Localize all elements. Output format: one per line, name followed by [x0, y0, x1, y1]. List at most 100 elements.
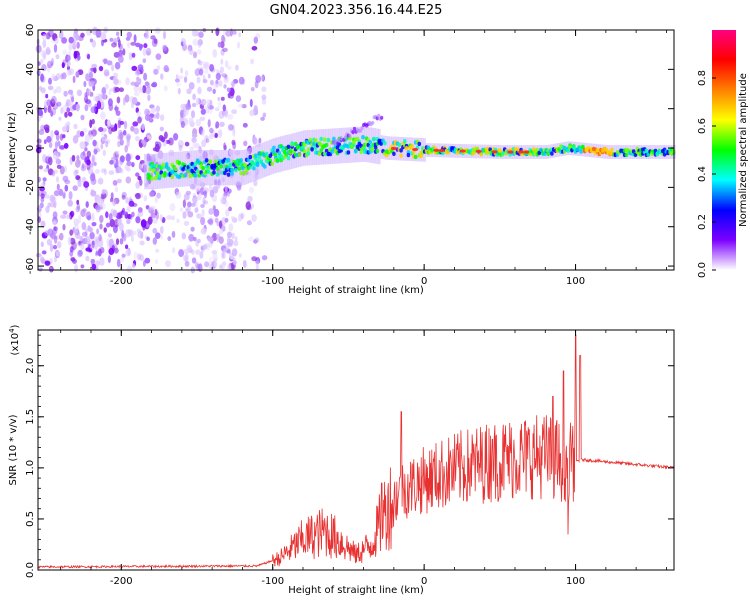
- noise-cloud-mark: [231, 109, 238, 115]
- noise-cloud-mark: [125, 244, 129, 250]
- trace-mark: [272, 145, 276, 150]
- colorbar-strip: [712, 30, 736, 270]
- noise-cloud-mark: [153, 38, 158, 44]
- noise-cloud-mark: [162, 44, 167, 51]
- noise-cloud-mark: [242, 260, 247, 268]
- noise-cloud-mark: [146, 135, 152, 140]
- noise-cloud-mark: [203, 78, 208, 84]
- noise-cloud-mark: [80, 32, 85, 38]
- trace-halo-mark: [559, 142, 563, 157]
- spectrogram-y-tick-label: -20: [25, 179, 36, 195]
- noise-cloud-mark: [91, 154, 95, 163]
- snr-y-label: SNR (10 * v/v): [8, 414, 19, 485]
- noise-cloud-mark: [248, 236, 254, 242]
- noise-cloud-mark: [68, 102, 74, 107]
- noise-cloud-mark: [93, 148, 98, 155]
- noise-cloud-mark: [99, 215, 104, 223]
- noise-cloud-mark: [98, 127, 104, 132]
- noise-cloud-mark: [219, 228, 224, 235]
- noise-cloud-mark: [101, 135, 107, 142]
- noise-cloud-mark: [217, 97, 221, 101]
- noise-cloud-mark: [182, 199, 186, 208]
- noise-cloud-mark: [45, 93, 49, 99]
- noise-cloud-mark: [131, 97, 138, 105]
- noise-cloud-mark: [49, 194, 55, 203]
- noise-cloud-mark: [108, 213, 113, 221]
- noise-cloud-mark: [124, 94, 130, 103]
- trace-mark: [419, 153, 423, 159]
- noise-cloud-mark: [145, 86, 152, 95]
- noise-cloud-mark: [194, 142, 200, 149]
- noise-cloud-mark: [59, 145, 65, 150]
- noise-cloud-mark: [114, 104, 118, 113]
- noise-cloud-mark: [38, 165, 43, 170]
- trace-halo-mark: [150, 153, 154, 190]
- trace-mark: [399, 148, 403, 153]
- noise-cloud-mark: [65, 102, 70, 108]
- noise-cloud-mark: [96, 228, 99, 235]
- noise-cloud-mark: [251, 46, 258, 51]
- noise-cloud-mark: [219, 66, 225, 74]
- noise-cloud-mark: [105, 211, 109, 219]
- noise-cloud-mark: [207, 236, 213, 242]
- noise-cloud-mark: [71, 154, 76, 162]
- noise-cloud-mark: [154, 259, 158, 265]
- noise-cloud-mark: [100, 137, 106, 145]
- snr-y-tick-label: 0.0: [25, 562, 36, 578]
- noise-cloud-mark: [232, 260, 237, 265]
- noise-cloud-mark: [160, 73, 164, 80]
- trace-peak-mark: [491, 150, 498, 154]
- trace-mark: [230, 171, 234, 176]
- noise-cloud-mark: [186, 88, 192, 95]
- noise-cloud-mark: [78, 214, 82, 224]
- noise-cloud-mark: [141, 123, 145, 131]
- noise-cloud-mark: [55, 54, 60, 60]
- trace-mark: [361, 135, 365, 140]
- noise-cloud-mark: [74, 230, 81, 240]
- noise-cloud-mark: [146, 110, 152, 115]
- noise-cloud-mark: [67, 236, 72, 246]
- noise-cloud-mark: [194, 207, 199, 213]
- noise-cloud-mark: [223, 144, 227, 151]
- noise-cloud-mark: [163, 65, 169, 72]
- noise-cloud-mark: [260, 74, 264, 82]
- trace-mark: [624, 152, 629, 158]
- noise-cloud-mark: [139, 254, 144, 262]
- noise-cloud-mark: [113, 78, 119, 86]
- noise-cloud-mark: [53, 226, 59, 231]
- noise-cloud-mark: [196, 49, 202, 55]
- noise-cloud-mark: [86, 150, 92, 158]
- noise-cloud-mark: [40, 49, 47, 58]
- snr-y-ticks: 0.0 0.5 1.0 1.5 2.0: [25, 334, 674, 578]
- noise-cloud-mark: [42, 177, 47, 182]
- trace-mark: [290, 141, 294, 146]
- noise-cloud-mark: [251, 256, 257, 262]
- noise-cloud-mark: [203, 200, 209, 205]
- noise-cloud-mark: [39, 58, 44, 64]
- snr-x-label: Height of straight line (km): [288, 585, 424, 596]
- trace-mark: [219, 164, 223, 169]
- trace-peak-mark: [475, 149, 482, 153]
- noise-cloud-mark: [118, 129, 123, 137]
- noise-cloud-mark: [139, 160, 145, 165]
- noise-cloud-mark: [45, 49, 52, 55]
- noise-cloud-mark: [144, 81, 150, 87]
- noise-cloud-mark: [221, 73, 228, 78]
- noise-cloud-mark: [215, 79, 219, 85]
- trace-mark: [243, 170, 247, 176]
- noise-cloud-mark: [107, 233, 112, 238]
- noise-cloud-mark: [194, 68, 201, 77]
- noise-cloud-mark: [262, 112, 267, 118]
- noise-cloud-mark: [184, 252, 189, 261]
- noise-cloud-mark: [188, 82, 195, 90]
- noise-cloud-mark: [82, 127, 88, 133]
- noise-cloud-mark: [133, 230, 137, 236]
- snr-x-tick-label: 100: [566, 576, 585, 587]
- noise-cloud-mark: [89, 173, 96, 182]
- noise-cloud-mark: [126, 161, 132, 167]
- noise-cloud-mark: [219, 264, 223, 269]
- colorbar-ticks: 0.0 0.2 0.4 0.6 0.8: [697, 70, 716, 278]
- trace-mark: [206, 169, 211, 174]
- noise-cloud-mark: [46, 239, 53, 246]
- trace-mark: [297, 152, 302, 157]
